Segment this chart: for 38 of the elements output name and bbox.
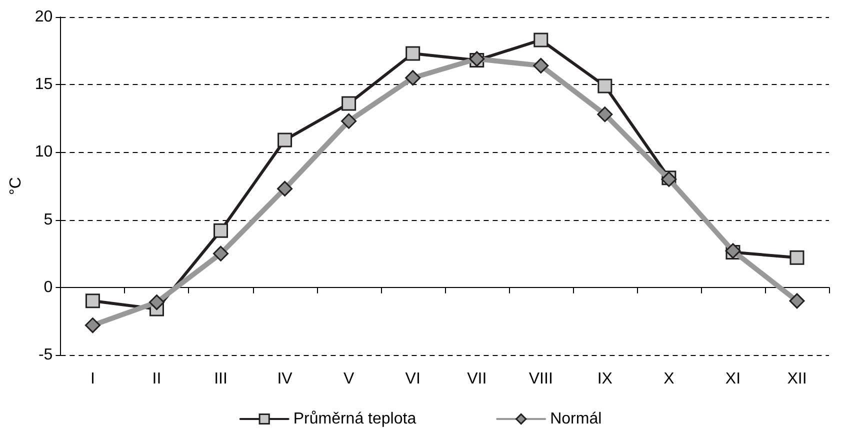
point <box>597 106 613 122</box>
x-tick-label: XII <box>787 370 807 388</box>
y-tick-label: 20 <box>34 8 53 26</box>
x-tick-label: IX <box>597 370 613 388</box>
y-axis-title: °C <box>8 177 24 195</box>
y-tick-label: 5 <box>44 211 53 228</box>
point <box>213 246 229 262</box>
point <box>598 78 612 94</box>
x-tick-label: XI <box>725 370 741 388</box>
x-tick-label: III <box>214 370 228 388</box>
point <box>342 96 356 111</box>
y-tick-label: 10 <box>34 144 53 161</box>
x-tick-label: II <box>152 370 162 388</box>
x-tick-label: V <box>343 370 354 388</box>
point <box>341 113 357 129</box>
x-tick-label: X <box>664 370 675 388</box>
point <box>214 223 228 238</box>
point <box>278 132 292 148</box>
x-tick-label: IV <box>277 370 293 388</box>
y-tick-label: 0 <box>44 278 53 296</box>
point <box>405 70 421 86</box>
point <box>533 58 549 74</box>
x-tick-label: I <box>90 370 95 388</box>
point <box>406 46 420 61</box>
point <box>84 318 100 334</box>
point <box>85 294 100 308</box>
x-tick-label: VII <box>467 370 487 388</box>
point <box>789 293 805 309</box>
point <box>148 294 164 310</box>
point <box>277 180 293 196</box>
legend-label: Průměrná teplota <box>293 410 416 428</box>
y-tick-label: 15 <box>34 76 53 94</box>
y-tick-label: -5 <box>38 346 53 364</box>
x-tick-label: VIII <box>528 370 553 388</box>
point <box>534 32 548 48</box>
legend-label: Normál <box>550 410 602 428</box>
point <box>790 250 804 265</box>
x-tick-label: VI <box>405 370 420 388</box>
